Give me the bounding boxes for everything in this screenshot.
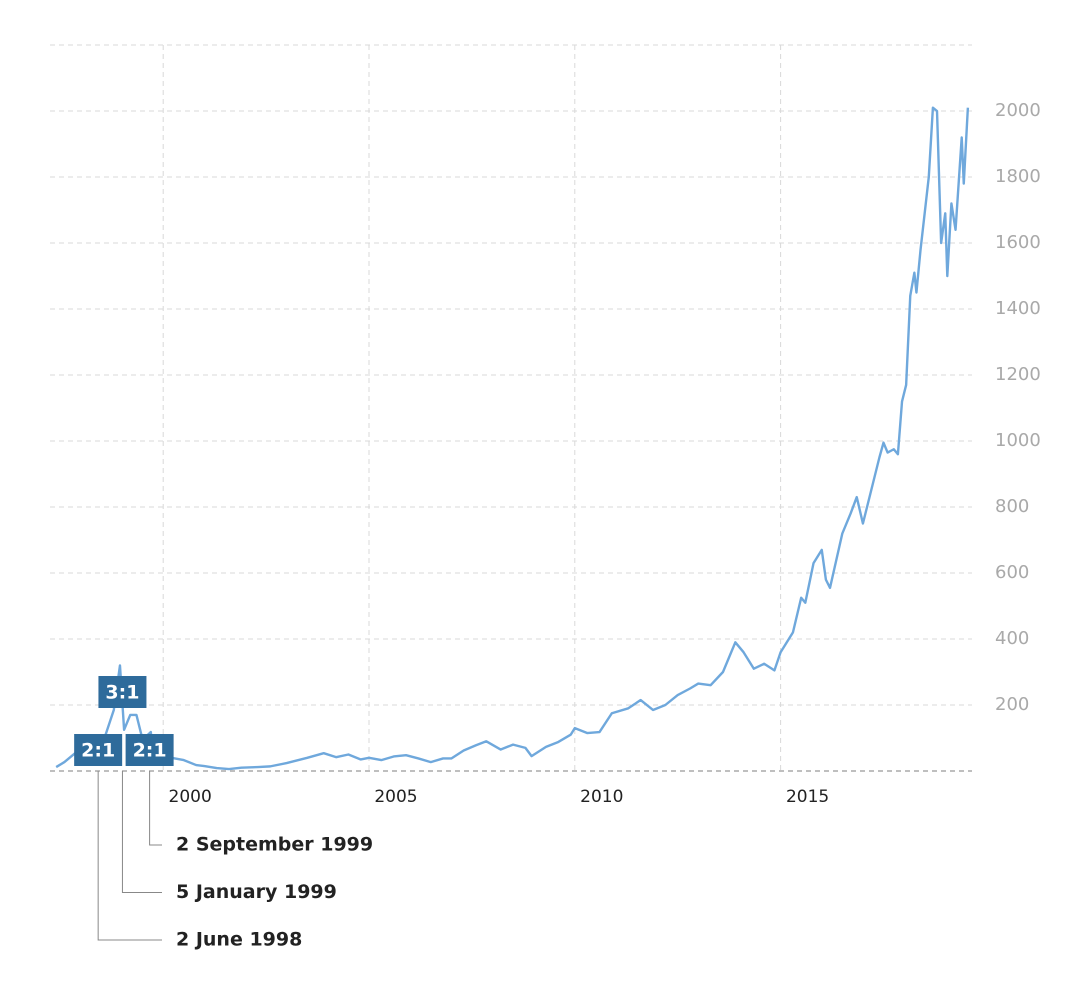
y-tick-label: 1400 (995, 298, 1041, 319)
split-ratio: 2:1 (133, 740, 167, 762)
split-box (98, 676, 147, 708)
y-tick-label: 1200 (995, 364, 1041, 385)
split-ratio: 3:1 (105, 682, 139, 704)
leader-line (121, 771, 162, 893)
split-ratio: 2:1 (81, 740, 115, 762)
leader-line (97, 771, 162, 941)
split-box (74, 734, 123, 766)
y-tick-label: 1600 (995, 232, 1041, 253)
price-line (55, 106, 970, 771)
x-tick-label: 2015 (786, 787, 829, 807)
y-tick-label: 2000 (995, 100, 1041, 121)
split-date: 2 September 1999 (176, 834, 373, 856)
split-date: 2 June 1998 (176, 929, 302, 951)
y-tick-label: 1800 (995, 166, 1041, 187)
y-tick-label: 400 (995, 628, 1029, 649)
split-box (125, 734, 174, 766)
x-tick-label: 2010 (580, 787, 623, 807)
y-tick-label: 600 (995, 562, 1029, 583)
y-tick-label: 1000 (995, 430, 1041, 451)
x-tick-label: 2005 (374, 787, 417, 807)
y-tick-label: 800 (995, 496, 1029, 517)
leader-line (149, 771, 162, 846)
y-tick-label: 200 (995, 694, 1029, 715)
split-date: 5 January 1999 (176, 881, 337, 903)
x-tick-label: 2000 (169, 787, 212, 807)
